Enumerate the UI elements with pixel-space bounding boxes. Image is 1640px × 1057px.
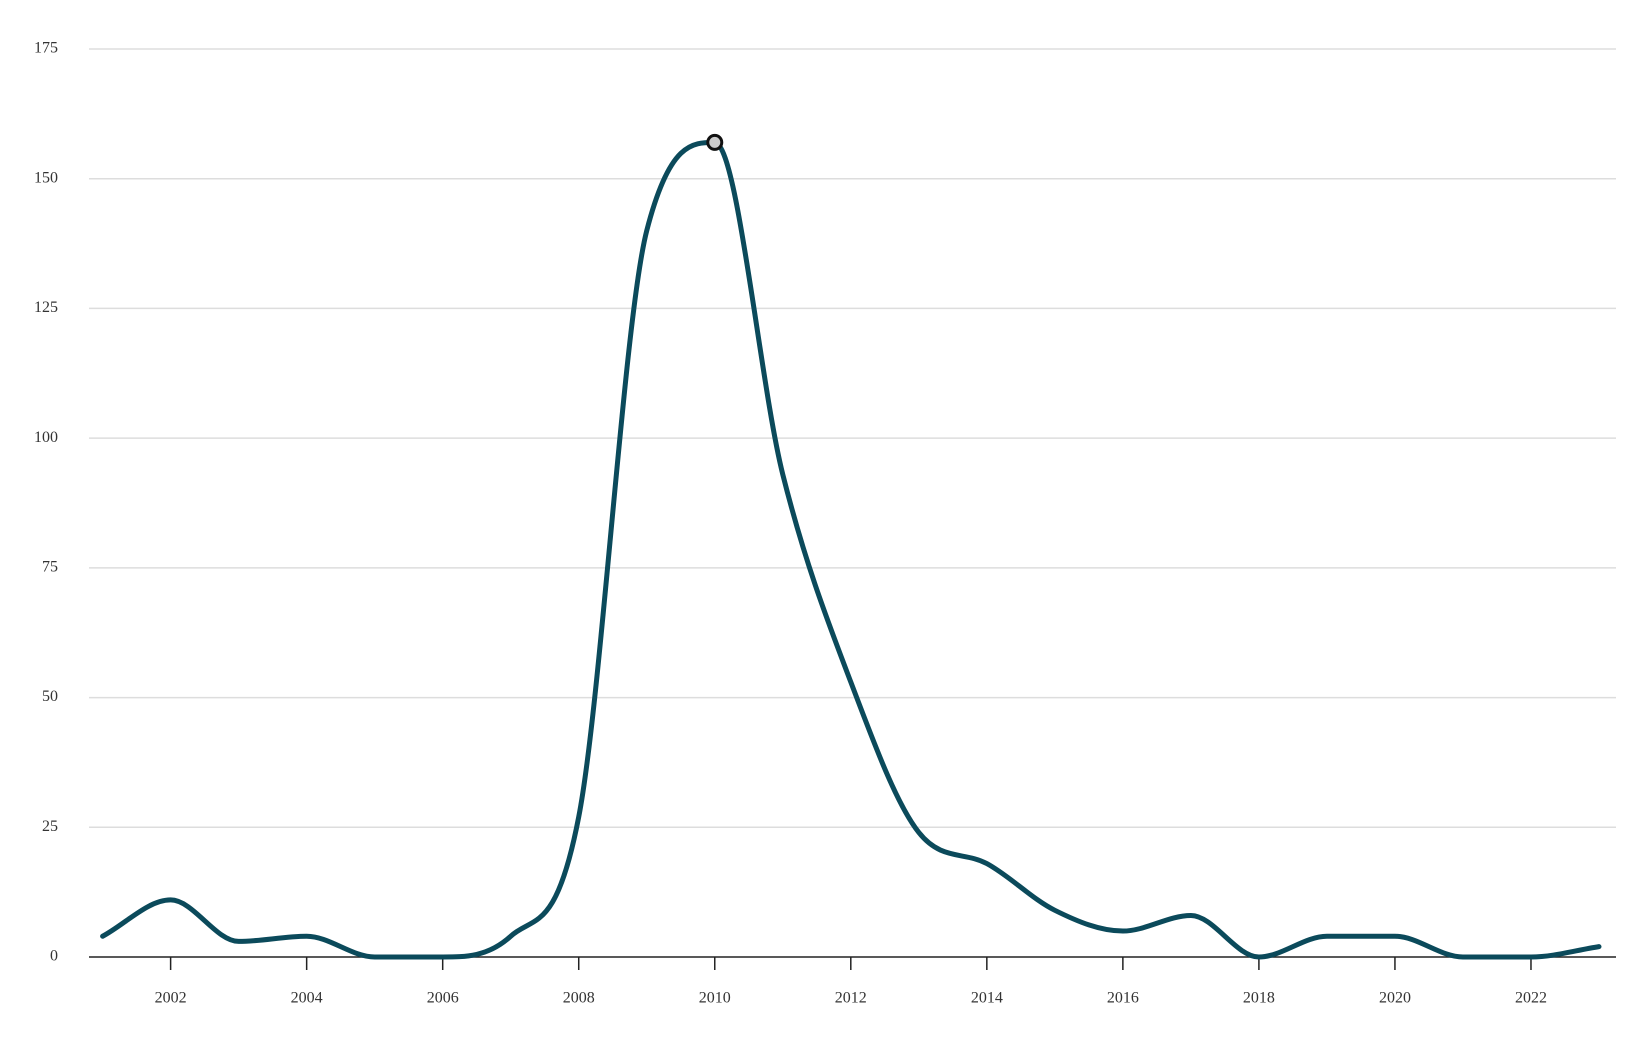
y-tick-label: 25 (42, 818, 58, 835)
x-tick-label: 2014 (971, 990, 1003, 1007)
x-tick-label: 2010 (699, 990, 731, 1007)
x-tick-label: 2018 (1243, 990, 1275, 1007)
y-tick-label: 50 (42, 688, 58, 705)
x-tick-label: 2006 (427, 990, 459, 1007)
x-tick-label: 2012 (835, 990, 867, 1007)
y-tick-label: 175 (34, 40, 58, 57)
y-tick-label: 100 (34, 429, 58, 446)
y-tick-label: 75 (42, 559, 58, 576)
peak-marker (706, 133, 724, 151)
y-tick-label: 125 (34, 299, 58, 316)
y-tick-label: 0 (50, 948, 58, 965)
x-tick-label: 2004 (291, 990, 323, 1007)
line-series (100, 139, 1602, 960)
x-tick-label: 2022 (1515, 990, 1547, 1007)
x-tick-label: 2016 (1107, 990, 1139, 1007)
y-tick-label: 150 (34, 169, 58, 186)
x-tick-label: 2020 (1379, 990, 1411, 1007)
x-tick-label: 2008 (563, 990, 595, 1007)
x-tick-label: 2002 (155, 990, 187, 1007)
